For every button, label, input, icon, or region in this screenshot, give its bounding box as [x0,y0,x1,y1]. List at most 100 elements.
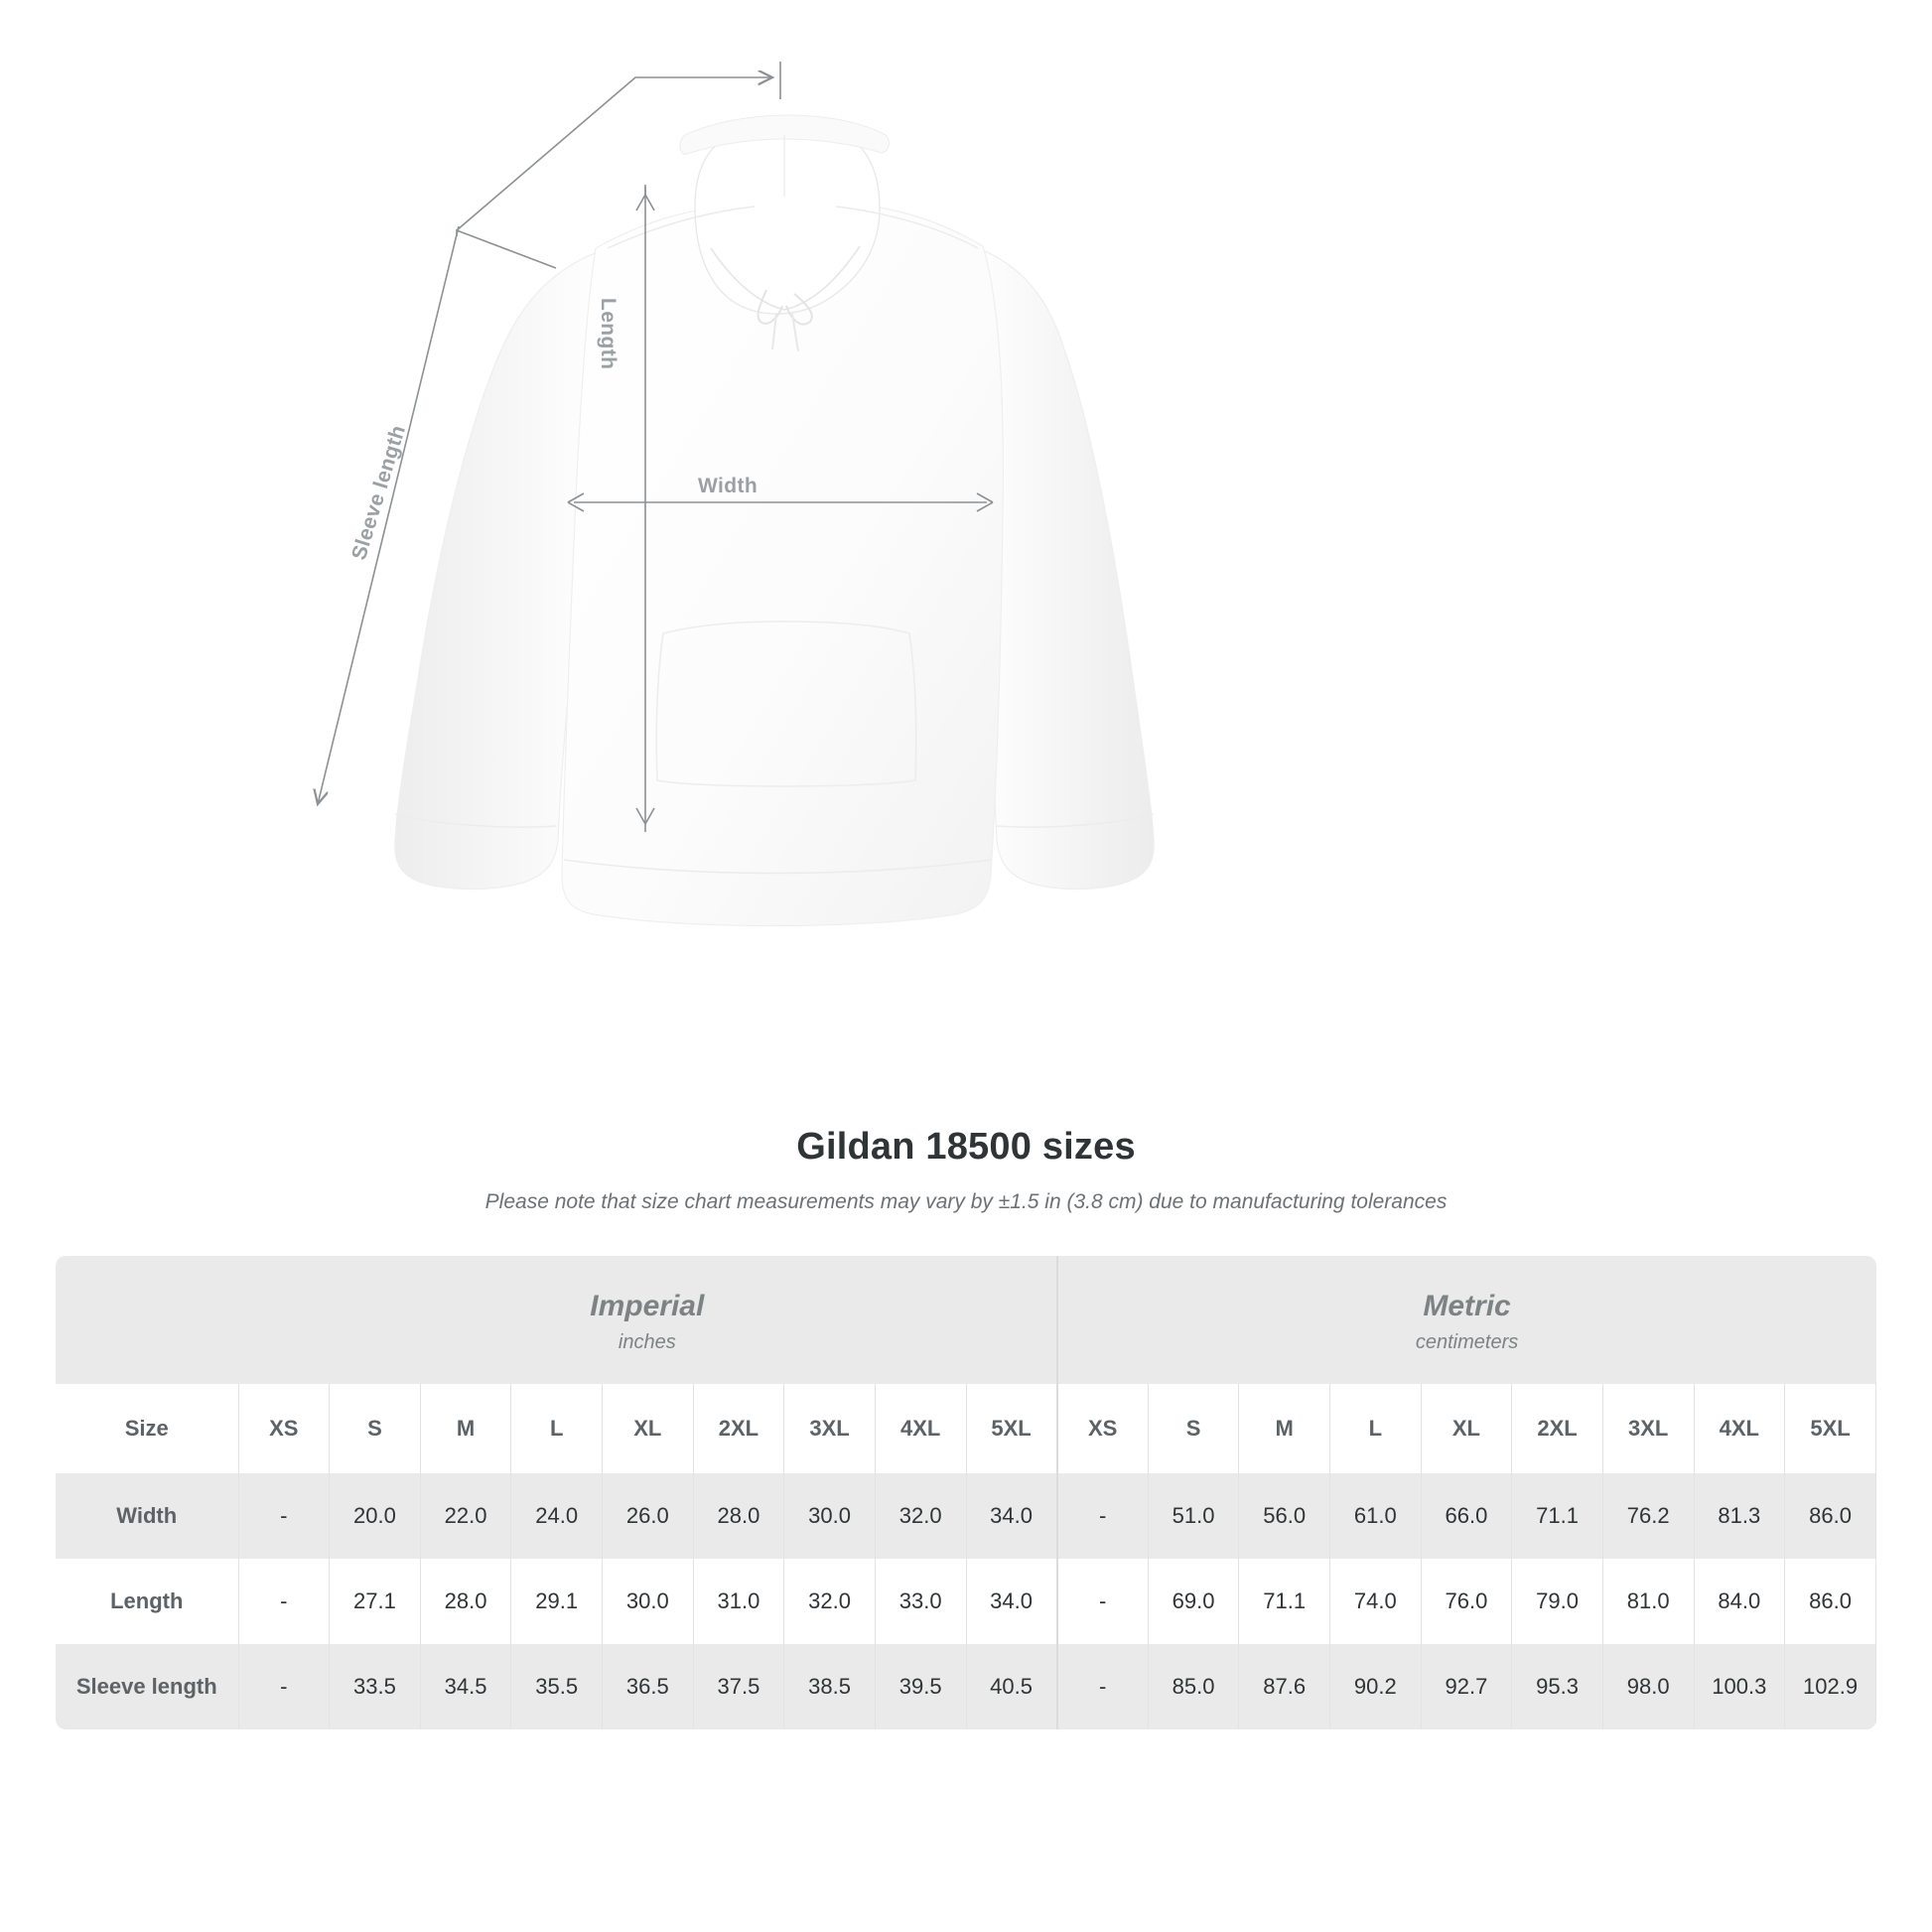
size-header-imperial-2xl: 2XL [692,1384,785,1473]
cell-metric-width-xl: 66.0 [1420,1473,1513,1559]
size-header-metric-l: L [1329,1384,1422,1473]
cell-metric-sleeve-length-4xl: 100.3 [1693,1644,1786,1729]
cell-metric-width-s: 51.0 [1147,1473,1240,1559]
size-header-metric-5xl: 5XL [1784,1384,1876,1473]
cell-metric-width-5xl: 86.0 [1784,1473,1876,1559]
cell-imperial-length-s: 27.1 [329,1559,421,1644]
imperial-label: Imperial [590,1290,705,1322]
cell-metric-sleeve-length-xl: 92.7 [1420,1644,1513,1729]
cell-metric-length-5xl: 86.0 [1784,1559,1876,1644]
sleeve-arrow-top [456,77,772,231]
imperial-unit-cell: Imperial inches [238,1256,1057,1384]
cell-metric-length-4xl: 84.0 [1693,1559,1786,1644]
cell-imperial-width-xs: - [237,1473,331,1559]
size-header-label: Size [56,1384,239,1473]
cell-imperial-width-m: 22.0 [419,1473,512,1559]
width-arrow-right [976,492,994,512]
sleeve-leader-upper [456,228,557,269]
size-header-imperial-m: M [419,1384,512,1473]
cell-metric-length-2xl: 79.0 [1511,1559,1603,1644]
cell-imperial-length-l: 29.1 [510,1559,603,1644]
cell-imperial-sleeve-length-4xl: 39.5 [874,1644,967,1729]
cell-metric-sleeve-length-m: 87.6 [1238,1644,1330,1729]
size-header-row: Size XS S M L XL 2XL 3XL 4XL 5XL XS S M L XL 2XL 3XL 4XL… [56,1384,1876,1473]
size-header-metric-m: M [1238,1384,1330,1473]
cell-metric-sleeve-length-2xl: 95.3 [1511,1644,1603,1729]
cell-metric-width-4xl: 81.3 [1693,1473,1786,1559]
size-header-imperial-xs: XS [237,1384,331,1473]
length-dimension-label: Length [597,298,620,370]
cell-metric-length-xl: 76.0 [1420,1559,1513,1644]
length-arrow-bottom [635,807,655,825]
cell-metric-length-xs: - [1055,1559,1149,1644]
size-header-metric-4xl: 4XL [1693,1384,1786,1473]
cell-imperial-sleeve-length-xl: 36.5 [602,1644,694,1729]
cell-imperial-sleeve-length-3xl: 38.5 [783,1644,876,1729]
garment-diagram: Length Width Sleeve length [0,62,1155,927]
row-label-sleeve-length: Sleeve length [56,1644,239,1729]
cell-imperial-length-xs: - [237,1559,331,1644]
hoodie-illustration [0,62,1155,927]
width-arrow-left [567,492,585,512]
cell-metric-width-2xl: 71.1 [1511,1473,1603,1559]
cell-imperial-length-xl: 30.0 [602,1559,694,1644]
table-row: Sleeve length -33.5 34.5 35.5 36.5 37.5 38.5 39… [56,1644,1876,1729]
cell-imperial-width-3xl: 30.0 [783,1473,876,1559]
cell-imperial-width-s: 20.0 [329,1473,421,1559]
unit-header-row: Imperial inches Metric centimeters [56,1256,1876,1384]
row-label-width: Width [56,1473,239,1559]
cell-imperial-length-2xl: 31.0 [692,1559,785,1644]
width-dimension-label: Width [698,475,759,497]
cell-metric-width-xs: - [1055,1473,1149,1559]
cell-imperial-length-4xl: 33.0 [874,1559,967,1644]
cell-imperial-length-3xl: 32.0 [783,1559,876,1644]
size-table-container: Imperial inches Metric centimeters Size … [0,1256,1932,1729]
size-header-imperial-xl: XL [602,1384,694,1473]
cell-metric-width-l: 61.0 [1329,1473,1422,1559]
cell-imperial-width-2xl: 28.0 [692,1473,785,1559]
cell-metric-length-m: 71.1 [1238,1559,1330,1644]
dimension-lines [318,62,994,832]
cell-imperial-sleeve-length-5xl: 40.5 [965,1644,1058,1729]
cell-metric-width-m: 56.0 [1238,1473,1330,1559]
metric-label: Metric [1423,1290,1511,1322]
hoodie-shape [394,114,1155,927]
size-header-imperial-5xl: 5XL [965,1384,1058,1473]
cell-imperial-sleeve-length-xs: - [237,1644,331,1729]
tolerance-note: Please note that size chart measurements… [484,1190,1448,1213]
sleeve-length-line [318,225,460,804]
cell-imperial-sleeve-length-m: 34.5 [419,1644,512,1729]
metric-unit-cell: Metric centimeters [1055,1256,1876,1384]
length-arrow-top [635,194,655,211]
cell-metric-width-3xl: 76.2 [1601,1473,1695,1559]
table-row: Length -27.1 28.0 29.1 30.0 31.0 32.0 33.0 34.0-… [56,1559,1876,1644]
imperial-sublabel: inches [618,1331,676,1353]
size-header-metric-s: S [1147,1384,1240,1473]
cell-imperial-sleeve-length-l: 35.5 [510,1644,603,1729]
cell-imperial-width-5xl: 34.0 [965,1473,1058,1559]
cell-metric-length-3xl: 81.0 [1601,1559,1695,1644]
cell-metric-length-l: 74.0 [1329,1559,1422,1644]
size-header-imperial-l: L [510,1384,603,1473]
cell-imperial-length-m: 28.0 [419,1559,512,1644]
unit-spacer-cell [56,1256,238,1384]
cell-imperial-width-4xl: 32.0 [874,1473,967,1559]
size-table: Imperial inches Metric centimeters Size … [56,1256,1876,1729]
cell-metric-length-s: 69.0 [1147,1559,1240,1644]
size-header-imperial-3xl: 3XL [783,1384,876,1473]
cell-imperial-length-5xl: 34.0 [965,1559,1058,1644]
size-header-imperial-s: S [329,1384,421,1473]
cell-imperial-sleeve-length-s: 33.5 [329,1644,421,1729]
chart-heading-block: Gildan 18500 sizes Please note that size… [0,1126,1932,1214]
metric-sublabel: centimeters [1415,1331,1519,1353]
size-header-metric-xs: XS [1055,1384,1149,1473]
size-header-metric-xl: XL [1420,1384,1513,1473]
cell-metric-sleeve-length-s: 85.0 [1147,1644,1240,1729]
page-title: Gildan 18500 sizes [796,1126,1136,1168]
size-header-imperial-4xl: 4XL [874,1384,967,1473]
cell-imperial-width-l: 24.0 [510,1473,603,1559]
table-row: Width -20.0 22.0 24.0 26.0 28.0 30.0 32.0 34.0-5… [56,1473,1876,1559]
cell-imperial-width-xl: 26.0 [602,1473,694,1559]
cell-imperial-sleeve-length-2xl: 37.5 [692,1644,785,1729]
